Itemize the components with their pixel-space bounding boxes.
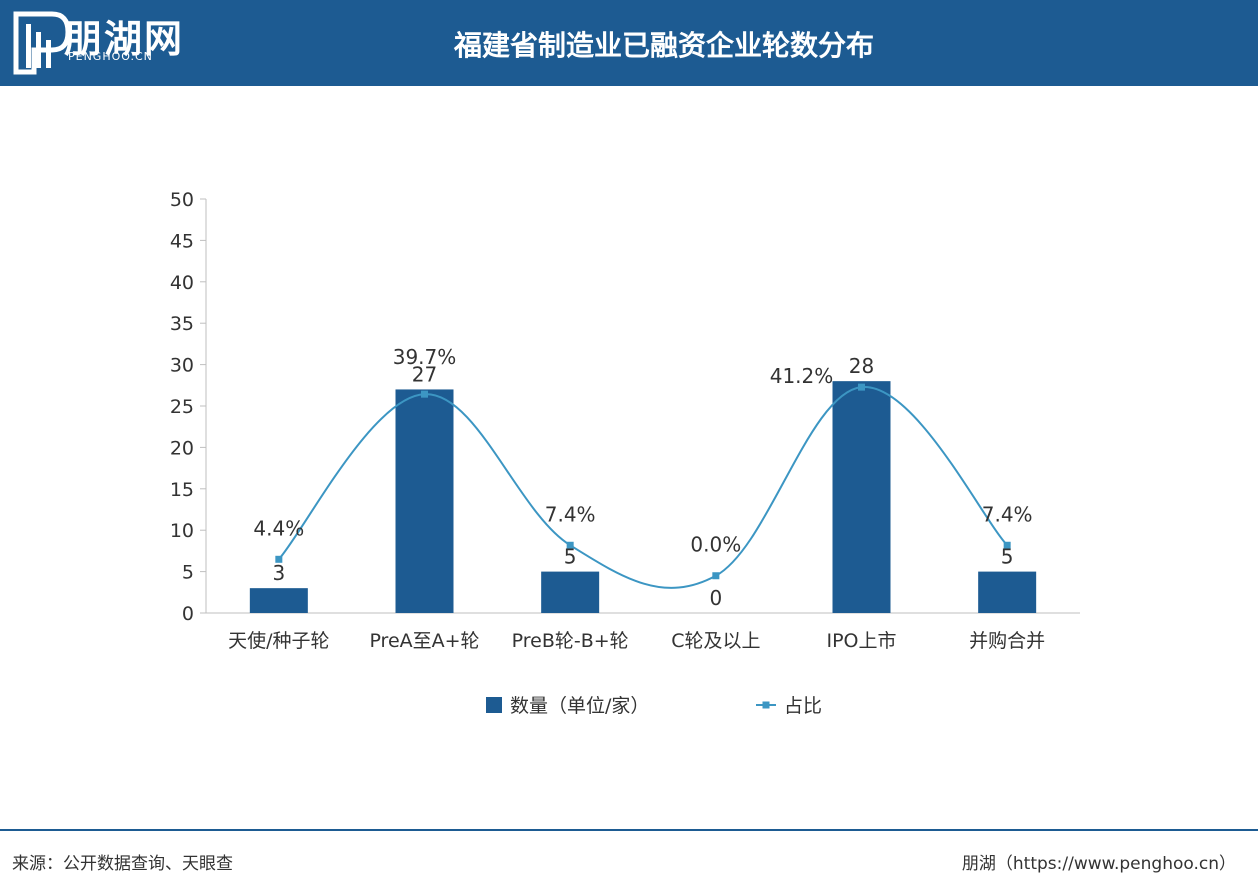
line-point bbox=[566, 541, 574, 549]
line-point bbox=[275, 555, 283, 563]
line-value-label: 4.4% bbox=[253, 516, 304, 540]
y-tick-label: 20 bbox=[170, 437, 194, 459]
x-tick-label: 天使/种子轮 bbox=[228, 630, 329, 652]
y-tick-label: 50 bbox=[170, 189, 194, 211]
bar bbox=[249, 588, 308, 613]
bar bbox=[395, 389, 454, 613]
penghoo-logo-icon bbox=[13, 11, 71, 75]
header-bar: 朋湖网 PENGHOO.CN 福建省制造业已融资企业轮数分布 bbox=[0, 0, 1258, 86]
bar-value-label: 5 bbox=[1001, 545, 1014, 569]
line-path bbox=[278, 386, 1008, 589]
line-point bbox=[1003, 541, 1011, 549]
legend-line-marker bbox=[762, 701, 770, 709]
bar-value-label: 0 bbox=[709, 586, 722, 610]
bar bbox=[978, 571, 1037, 613]
y-tick-label: 35 bbox=[170, 313, 194, 335]
logo-subtitle: PENGHOO.CN bbox=[68, 50, 153, 63]
footer-divider bbox=[0, 829, 1258, 831]
x-tick-label: PreA至A+轮 bbox=[369, 630, 479, 652]
line-value-label: 7.4% bbox=[545, 502, 596, 526]
y-tick-label: 15 bbox=[170, 479, 194, 501]
y-tick-label: 40 bbox=[170, 272, 194, 294]
legend-line-label: 占比 bbox=[784, 695, 822, 717]
line-series bbox=[275, 383, 1011, 589]
bar bbox=[541, 571, 600, 613]
line-value-label: 41.2% bbox=[770, 364, 834, 388]
credit-note: 朋湖（https://www.penghoo.cn） bbox=[961, 854, 1236, 874]
line-value-label: 7.4% bbox=[982, 502, 1033, 526]
y-tick-label: 30 bbox=[170, 355, 194, 377]
x-tick-label: C轮及以上 bbox=[671, 630, 760, 652]
line-point bbox=[858, 383, 865, 391]
data-labels: 3 27 5 0 28 5 4.4% 39.7% 7.4% 0.0% 41.2% 7.4% bbox=[253, 345, 1032, 610]
y-tick-label: 10 bbox=[170, 520, 194, 542]
y-tick-label: 0 bbox=[182, 603, 194, 625]
legend-bar-label: 数量（单位/家） bbox=[510, 695, 649, 717]
bar bbox=[832, 381, 891, 613]
y-tick-label: 45 bbox=[170, 230, 194, 252]
legend: 数量（单位/家） 占比 bbox=[486, 695, 822, 717]
bar-value-label: 3 bbox=[272, 561, 285, 585]
bar-value-label: 28 bbox=[849, 354, 874, 378]
line-value-label: 0.0% bbox=[690, 533, 741, 557]
logo-name: 朋湖网 bbox=[64, 17, 185, 61]
y-tick-label: 25 bbox=[170, 396, 194, 418]
y-tick-label: 5 bbox=[182, 562, 194, 584]
page-title: 福建省制造业已融资企业轮数分布 bbox=[453, 29, 874, 62]
bar-value-label: 5 bbox=[564, 545, 577, 569]
line-value-label: 39.7% bbox=[393, 345, 457, 369]
source-note: 来源：公开数据查询、天眼查 bbox=[12, 854, 233, 874]
line-point bbox=[421, 390, 428, 398]
bar-series bbox=[249, 381, 1037, 613]
x-tick-label: IPO上市 bbox=[826, 630, 896, 652]
x-tick-label: PreB轮-B+轮 bbox=[512, 630, 629, 652]
line-point bbox=[712, 572, 720, 580]
bar-value-label: 27 bbox=[412, 362, 437, 386]
legend-bar-swatch bbox=[486, 697, 502, 713]
x-tick-label: 并购合并 bbox=[969, 630, 1045, 652]
